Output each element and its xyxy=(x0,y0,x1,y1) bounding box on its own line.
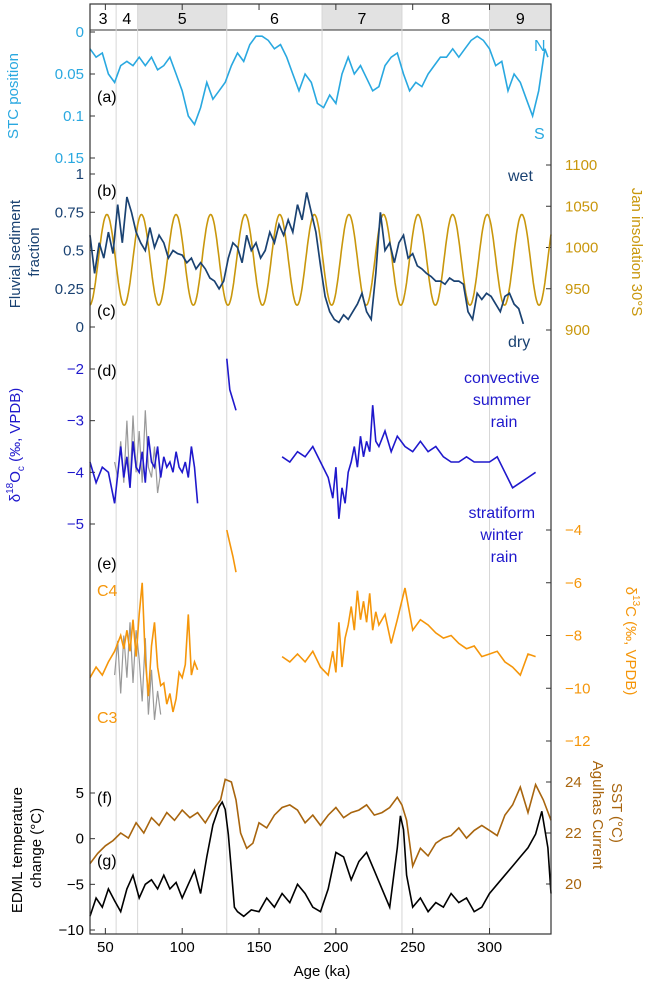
y-tick-label: −5 xyxy=(67,516,84,533)
y-tick-label: 0 xyxy=(76,319,84,336)
y2-tick-label: −8 xyxy=(565,628,582,645)
panel-fg-y2label: SST (°C) Agulhas Current xyxy=(589,761,625,870)
panel-e-ylabel: δ13C (‰, VPDB) xyxy=(622,587,641,696)
mis-stage-label: 4 xyxy=(122,11,131,28)
stc-position-line xyxy=(89,35,549,127)
y2-tick-label: −10 xyxy=(565,680,590,697)
y2-tick-label: 1050 xyxy=(565,198,598,215)
y2-tick-label: −4 xyxy=(565,522,582,539)
y2-tick-label: −12 xyxy=(565,733,590,750)
panel-e-label: (e) xyxy=(97,556,117,573)
y-tick-label: −10 xyxy=(59,922,84,939)
x-tick-label: 150 xyxy=(247,939,272,956)
panel-fg-ylabel: EDML temperature change (°C) xyxy=(9,783,45,913)
panel-bc-ylabel: Fluvial sediment fraction xyxy=(7,196,43,309)
mis-stage-label: 9 xyxy=(516,11,525,28)
y2-tick-label: 20 xyxy=(565,876,582,893)
d18o-line xyxy=(226,358,237,411)
panel-d-d18o: −2 −3 −4 −5 (d) convective summer rain stra… xyxy=(5,358,544,566)
panel-a-bottom-label: S xyxy=(534,126,545,143)
panel-a-top-label: N xyxy=(534,38,546,55)
panel-a-ylabel: STC position xyxy=(5,53,22,139)
panel-f-label: (f) xyxy=(97,790,112,807)
y-tick-label: 1 xyxy=(76,166,84,183)
x-axis-label: Age (ka) xyxy=(294,963,351,980)
d18o-line xyxy=(89,436,199,504)
y-tick-label: −4 xyxy=(67,464,84,481)
mis-stage-label: 7 xyxy=(358,11,367,28)
d13c-line xyxy=(89,582,199,713)
sst-line xyxy=(89,778,552,870)
mis-stage-shade xyxy=(322,4,402,30)
y2-tick-label: 1000 xyxy=(565,240,598,257)
panel-c-label: (c) xyxy=(97,303,116,320)
y-tick-label: 0.15 xyxy=(55,150,84,167)
panel-bc-wet-label: wet xyxy=(507,168,533,185)
y2-tick-label: −6 xyxy=(565,575,582,592)
panel-e-d13c: −4 −6 −8 −10 −12 (e) C4 C3 δ13C (‰, VPDB) xyxy=(89,522,641,750)
jan-insolation-line xyxy=(89,213,552,306)
panel-a-stc: 0 0.05 0.1 0.15 (a) N S STC position xyxy=(5,24,549,167)
panel-bc-dry-label: dry xyxy=(508,334,530,351)
y-tick-label: 0 xyxy=(76,24,84,41)
ylabel-line-2: fraction xyxy=(26,227,43,276)
panel-bc-y2label: Jan insolation 30°S xyxy=(628,188,645,317)
panel-e-bottom-label: C3 xyxy=(97,710,118,727)
panel-d-bottom-label: stratiform winter rain xyxy=(468,505,539,566)
panel-e-top-label: C4 xyxy=(97,583,118,600)
plot-frame xyxy=(89,3,552,935)
x-tick-label: 200 xyxy=(323,939,348,956)
panel-d-ylabel: δ18Oc (‰, VPDB) xyxy=(5,388,27,503)
panel-a-label: (a) xyxy=(97,89,117,106)
y-tick-label: 0.1 xyxy=(63,108,84,125)
y-tick-label: −2 xyxy=(67,361,84,378)
x-axis: 50 100 150 200 250 300 xyxy=(97,4,502,956)
y-tick-label: −3 xyxy=(67,413,84,430)
y2-tick-label: 950 xyxy=(565,281,590,298)
mis-stage-shade xyxy=(489,4,551,30)
y2-tick-label: 24 xyxy=(565,774,582,791)
y-tick-label: 0 xyxy=(76,831,84,848)
y-tick-label: 0.25 xyxy=(55,281,84,298)
y2-tick-label: 22 xyxy=(565,825,582,842)
ylabel-line-1: Fluvial sediment xyxy=(7,199,24,308)
y2-tick-label: 900 xyxy=(565,322,590,339)
axes-box xyxy=(89,3,552,935)
panel-d-label: (d) xyxy=(97,363,117,380)
x-tick-label: 250 xyxy=(400,939,425,956)
y-tick-label: 5 xyxy=(76,785,84,802)
y2-tick-label: 1100 xyxy=(565,157,597,174)
mis-stage-label: 6 xyxy=(270,11,279,28)
y-tick-label: 0.5 xyxy=(63,243,84,260)
d13c-line xyxy=(226,529,237,573)
stage-boundary-lines xyxy=(115,4,491,934)
y-tick-label: 0.75 xyxy=(55,204,84,221)
panel-g-label: (g) xyxy=(97,853,117,870)
d18o-line xyxy=(281,405,537,519)
panel-fg-temperature: −10 −5 0 5 20 22 24 (f) (g) EDML temperature c… xyxy=(9,761,625,939)
mis-stage-label: 8 xyxy=(441,11,450,28)
edml-temperature-line xyxy=(89,800,552,918)
y-tick-label: 0.05 xyxy=(55,66,84,83)
mis-stage-label: 5 xyxy=(178,11,187,28)
y-tick-label: −5 xyxy=(67,876,84,893)
fluvial-fraction-line xyxy=(89,192,525,325)
x-tick-label: 300 xyxy=(477,939,502,956)
panel-b-label: (b) xyxy=(97,183,117,200)
panel-d-top-label: convective summer rain xyxy=(464,370,544,431)
x-tick-label: 100 xyxy=(170,939,195,956)
x-tick-label: 50 xyxy=(97,939,114,956)
d13c-line xyxy=(281,587,536,677)
mis-stage-label: 3 xyxy=(99,11,108,28)
